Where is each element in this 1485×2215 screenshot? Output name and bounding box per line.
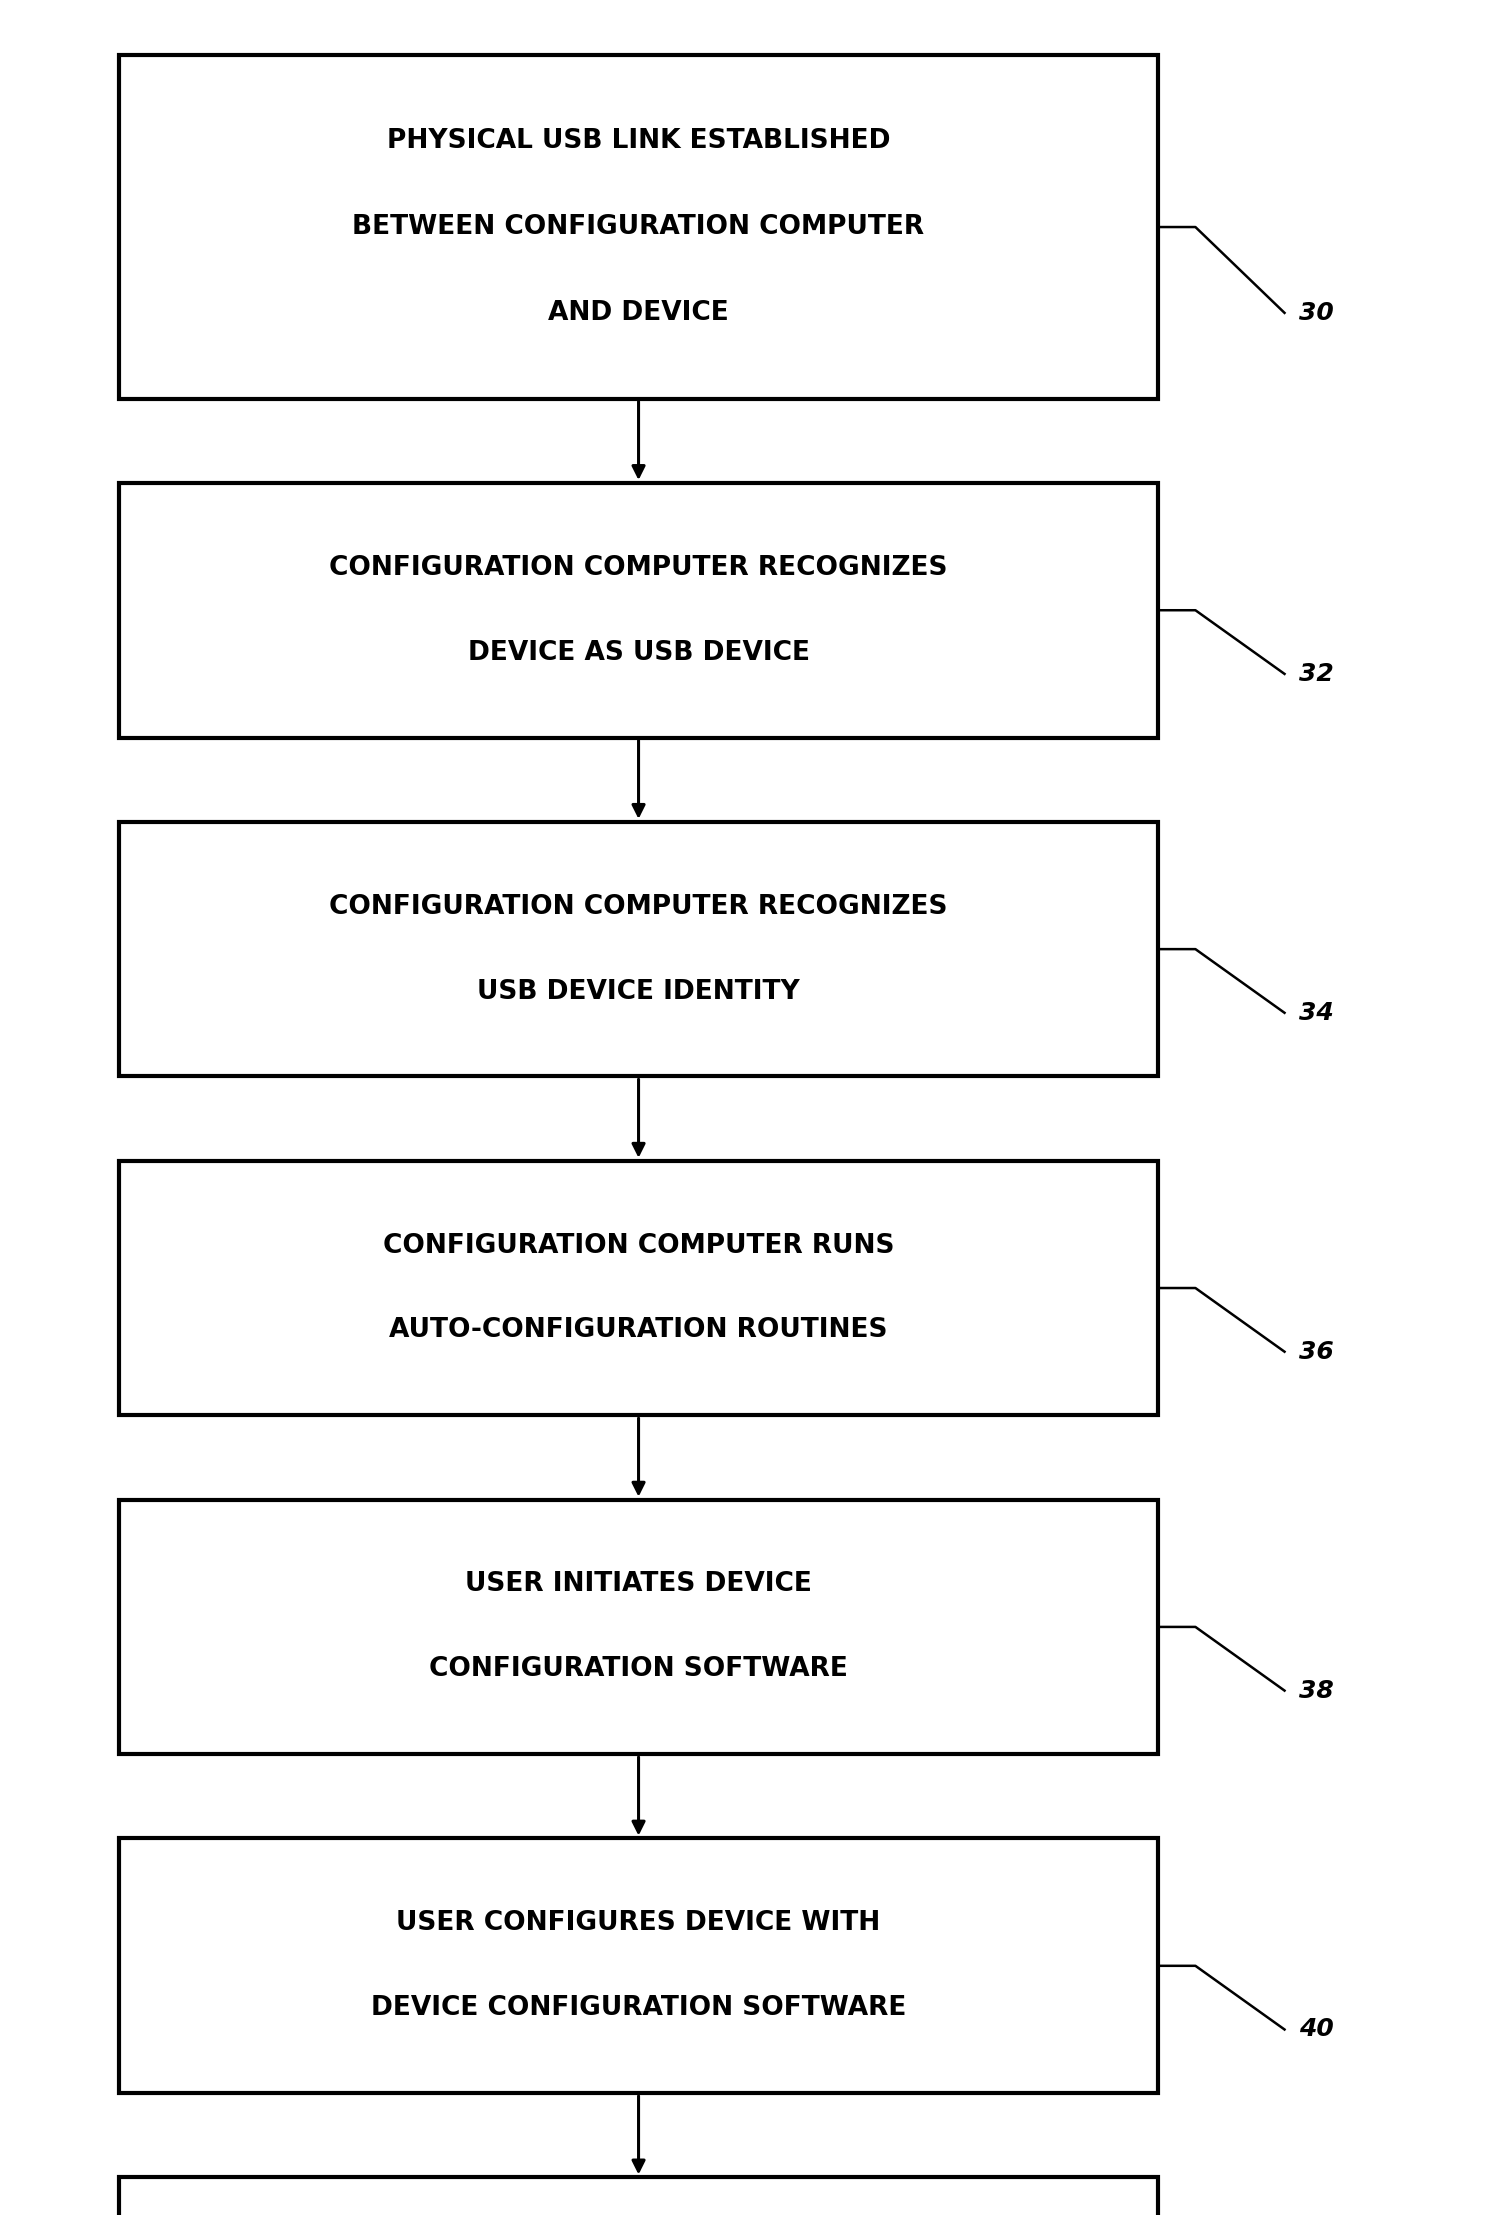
Bar bbox=[119, 55, 1158, 399]
Text: USER INITIATES DEVICE: USER INITIATES DEVICE bbox=[465, 1570, 812, 1597]
Text: CONFIGURATION COMPUTER RUNS: CONFIGURATION COMPUTER RUNS bbox=[383, 1232, 894, 1258]
Text: 38: 38 bbox=[1299, 1679, 1334, 1703]
Bar bbox=[119, 2177, 1158, 2215]
Text: BETWEEN CONFIGURATION COMPUTER: BETWEEN CONFIGURATION COMPUTER bbox=[352, 215, 925, 239]
Text: 40: 40 bbox=[1299, 2018, 1334, 2042]
Text: 30: 30 bbox=[1299, 301, 1334, 326]
Text: 34: 34 bbox=[1299, 1001, 1334, 1026]
Bar bbox=[119, 1161, 1158, 1415]
Text: USB DEVICE IDENTITY: USB DEVICE IDENTITY bbox=[477, 979, 800, 1006]
Bar bbox=[119, 822, 1158, 1076]
Text: DEVICE AS USB DEVICE: DEVICE AS USB DEVICE bbox=[468, 640, 809, 667]
Text: PHYSICAL USB LINK ESTABLISHED: PHYSICAL USB LINK ESTABLISHED bbox=[386, 128, 891, 155]
Text: AUTO-CONFIGURATION ROUTINES: AUTO-CONFIGURATION ROUTINES bbox=[389, 1318, 888, 1345]
Text: CONFIGURATION SOFTWARE: CONFIGURATION SOFTWARE bbox=[429, 1657, 848, 1683]
Bar bbox=[119, 1500, 1158, 1754]
Text: 32: 32 bbox=[1299, 662, 1334, 687]
Text: AND DEVICE: AND DEVICE bbox=[548, 299, 729, 326]
Text: DEVICE CONFIGURATION SOFTWARE: DEVICE CONFIGURATION SOFTWARE bbox=[371, 1996, 906, 2022]
Text: 36: 36 bbox=[1299, 1340, 1334, 1364]
Bar bbox=[119, 483, 1158, 738]
Text: CONFIGURATION COMPUTER RECOGNIZES: CONFIGURATION COMPUTER RECOGNIZES bbox=[330, 554, 947, 580]
Text: USER CONFIGURES DEVICE WITH: USER CONFIGURES DEVICE WITH bbox=[396, 1909, 881, 1936]
Bar bbox=[119, 1838, 1158, 2093]
Text: CONFIGURATION COMPUTER RECOGNIZES: CONFIGURATION COMPUTER RECOGNIZES bbox=[330, 893, 947, 919]
